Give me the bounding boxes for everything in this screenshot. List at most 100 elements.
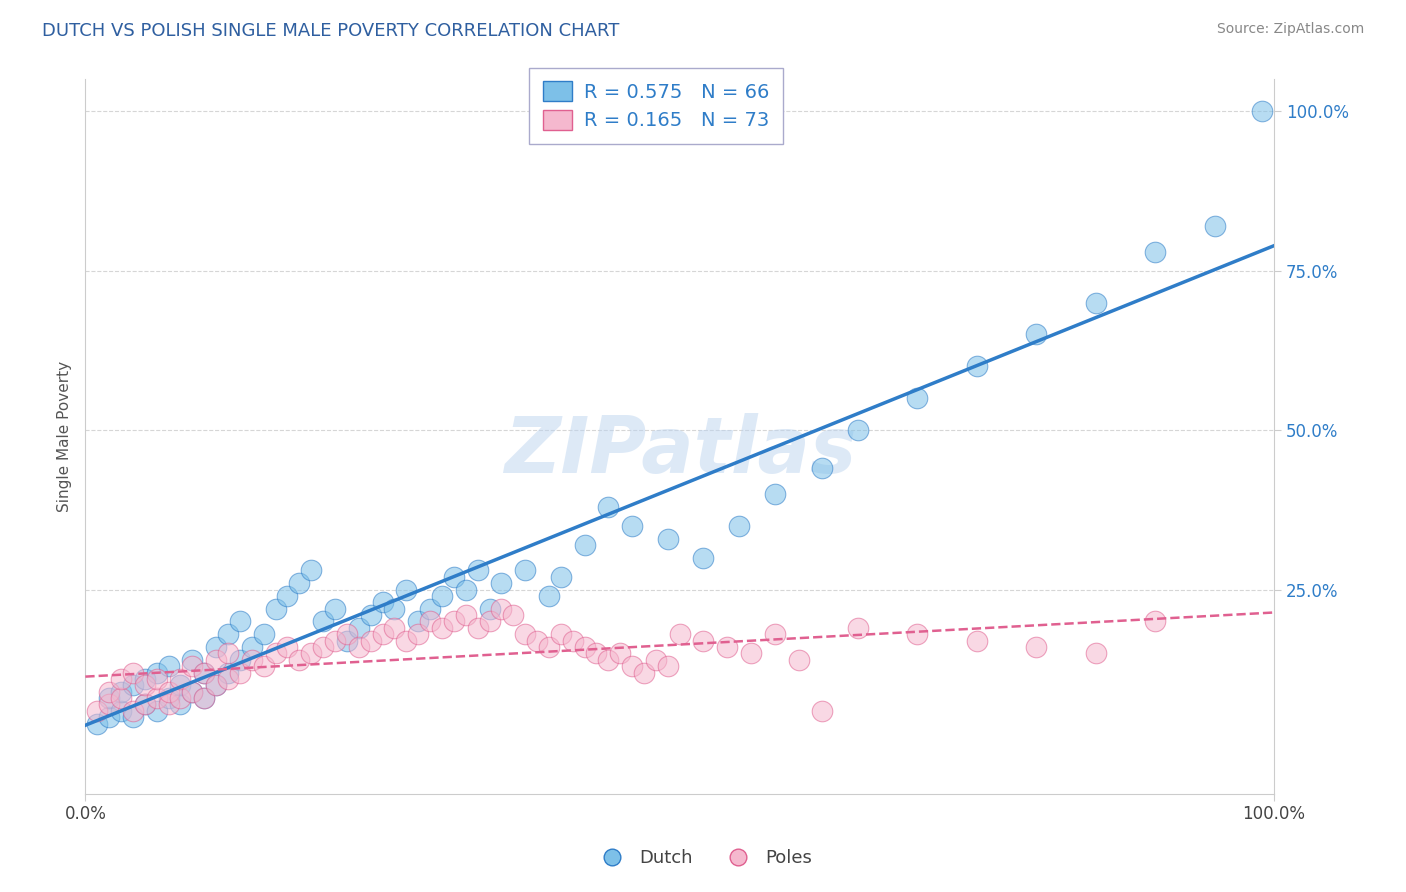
- Point: [515, 627, 537, 641]
- Point: [1144, 615, 1167, 629]
- Point: [157, 691, 180, 706]
- Point: [122, 704, 145, 718]
- Point: [181, 659, 204, 673]
- Point: [217, 665, 239, 680]
- Point: [122, 678, 145, 692]
- Point: [145, 672, 167, 686]
- Point: [181, 684, 204, 698]
- Point: [454, 582, 477, 597]
- Point: [574, 538, 596, 552]
- Point: [229, 615, 252, 629]
- Point: [264, 601, 287, 615]
- Point: [657, 532, 679, 546]
- Point: [253, 627, 276, 641]
- Point: [633, 665, 655, 680]
- Point: [193, 691, 215, 706]
- Point: [276, 589, 298, 603]
- Point: [98, 691, 121, 706]
- Point: [443, 570, 465, 584]
- Point: [205, 678, 228, 692]
- Point: [419, 615, 441, 629]
- Point: [122, 710, 145, 724]
- Point: [122, 665, 145, 680]
- Point: [443, 615, 465, 629]
- Point: [145, 704, 167, 718]
- Point: [336, 627, 359, 641]
- Point: [181, 684, 204, 698]
- Point: [454, 608, 477, 623]
- Point: [419, 601, 441, 615]
- Point: [169, 691, 191, 706]
- Point: [323, 601, 346, 615]
- Point: [145, 691, 167, 706]
- Point: [240, 653, 263, 667]
- Point: [110, 691, 132, 706]
- Legend: R = 0.575   N = 66, R = 0.165   N = 73: R = 0.575 N = 66, R = 0.165 N = 73: [529, 68, 783, 144]
- Point: [668, 627, 690, 641]
- Point: [217, 672, 239, 686]
- Point: [621, 518, 644, 533]
- Point: [181, 653, 204, 667]
- Point: [157, 659, 180, 673]
- Point: [467, 621, 489, 635]
- Point: [205, 640, 228, 654]
- Point: [347, 640, 370, 654]
- Point: [692, 550, 714, 565]
- Point: [157, 698, 180, 712]
- Point: [240, 640, 263, 654]
- Point: [371, 595, 394, 609]
- Point: [217, 627, 239, 641]
- Point: [467, 564, 489, 578]
- Point: [110, 704, 132, 718]
- Point: [193, 665, 215, 680]
- Point: [728, 518, 751, 533]
- Point: [371, 627, 394, 641]
- Point: [609, 646, 631, 660]
- Point: [692, 633, 714, 648]
- Point: [299, 646, 322, 660]
- Point: [406, 627, 429, 641]
- Point: [384, 621, 406, 635]
- Point: [561, 633, 583, 648]
- Point: [478, 615, 501, 629]
- Point: [811, 461, 834, 475]
- Point: [645, 653, 668, 667]
- Point: [312, 640, 335, 654]
- Point: [716, 640, 738, 654]
- Point: [1025, 640, 1047, 654]
- Point: [253, 659, 276, 673]
- Point: [229, 665, 252, 680]
- Point: [193, 691, 215, 706]
- Point: [1251, 104, 1274, 119]
- Point: [98, 684, 121, 698]
- Point: [907, 627, 929, 641]
- Point: [395, 582, 418, 597]
- Point: [574, 640, 596, 654]
- Text: DUTCH VS POLISH SINGLE MALE POVERTY CORRELATION CHART: DUTCH VS POLISH SINGLE MALE POVERTY CORR…: [42, 22, 620, 40]
- Point: [966, 633, 988, 648]
- Point: [621, 659, 644, 673]
- Point: [217, 646, 239, 660]
- Point: [1084, 646, 1107, 660]
- Point: [515, 564, 537, 578]
- Point: [966, 359, 988, 374]
- Text: ZIPatlas: ZIPatlas: [503, 413, 856, 489]
- Point: [763, 487, 786, 501]
- Point: [110, 672, 132, 686]
- Point: [336, 633, 359, 648]
- Point: [763, 627, 786, 641]
- Point: [787, 653, 810, 667]
- Legend: Dutch, Poles: Dutch, Poles: [586, 842, 820, 874]
- Point: [312, 615, 335, 629]
- Point: [491, 576, 513, 591]
- Point: [384, 601, 406, 615]
- Point: [229, 653, 252, 667]
- Point: [537, 640, 560, 654]
- Point: [134, 698, 156, 712]
- Point: [598, 653, 620, 667]
- Point: [134, 698, 156, 712]
- Text: Source: ZipAtlas.com: Source: ZipAtlas.com: [1216, 22, 1364, 37]
- Point: [276, 640, 298, 654]
- Point: [395, 633, 418, 648]
- Point: [323, 633, 346, 648]
